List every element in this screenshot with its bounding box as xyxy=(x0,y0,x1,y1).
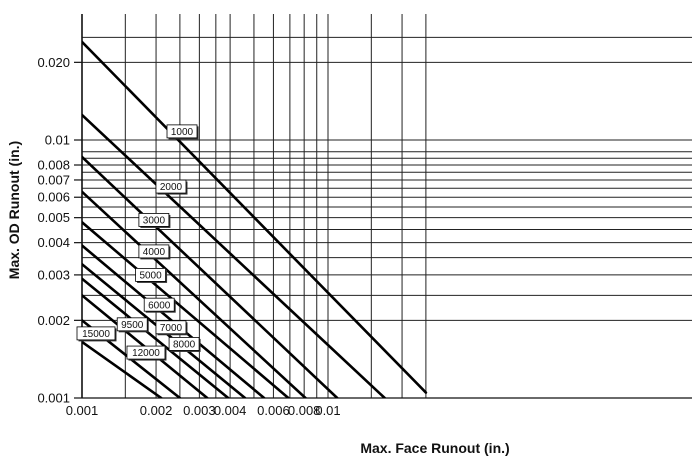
curve-label-box xyxy=(135,268,166,282)
curve-label-6000: 6000 xyxy=(143,297,176,313)
y-tick-label-9: 0.001 xyxy=(37,391,70,406)
curve-label-7000: 7000 xyxy=(155,320,188,336)
series-line-2000 xyxy=(82,113,386,398)
curve-label-box xyxy=(116,317,148,332)
curve-labels: 1000 2000 3000 4000 5000 6000 7000 8000 9500 1200… xyxy=(76,124,201,361)
curve-label-5000: 5000 xyxy=(135,268,168,283)
curve-label-9500: 9500 xyxy=(116,317,149,333)
x-tick-label-2: 0.003 xyxy=(183,403,216,418)
y-axis-label: Max. OD Runout (in.) xyxy=(6,141,22,279)
curve-label-text: 1000 xyxy=(171,127,194,138)
series-line-1000 xyxy=(82,40,428,394)
grid xyxy=(82,14,692,398)
x-axis-label: Max. Face Runout (in.) xyxy=(360,440,509,456)
curve-label-text: 4000 xyxy=(143,247,166,258)
y-tick-label-3: 0.007 xyxy=(37,172,70,187)
curve-label-12000: 12000 xyxy=(126,345,167,361)
curve-label-box xyxy=(166,124,198,139)
curve-label-text: 5000 xyxy=(139,271,162,282)
y-tick-label-8: 0.002 xyxy=(37,313,70,328)
y-tick-label-4: 0.006 xyxy=(37,190,70,205)
curve-label-box xyxy=(155,179,187,194)
curve-label-1000: 1000 xyxy=(166,124,199,140)
curve-label-box xyxy=(168,337,200,351)
x-tick-label-6: 0.01 xyxy=(315,403,340,418)
curve-label-4000: 4000 xyxy=(138,244,171,260)
curve-label-2000: 2000 xyxy=(155,179,188,195)
curve-label-text: 9500 xyxy=(121,320,144,331)
curve-label-text: 12000 xyxy=(132,348,160,359)
x-tick-label-3: 0.004 xyxy=(214,403,247,418)
x-tick-label-5: 0.008 xyxy=(288,403,321,418)
x-tick-label-0: 0.001 xyxy=(66,403,99,418)
curve-label-box xyxy=(138,244,170,259)
y-tick-label-1: 0.01 xyxy=(45,133,70,148)
curve-label-text: 2000 xyxy=(160,182,183,193)
curve-label-text: 7000 xyxy=(160,323,183,334)
curve-label-text: 6000 xyxy=(148,300,171,311)
series-line-15000 xyxy=(82,340,163,398)
x-tick-label-4: 0.006 xyxy=(257,403,290,418)
curve-label-text: 15000 xyxy=(82,329,110,340)
y-tick-label-2: 0.008 xyxy=(37,158,70,173)
curve-label-15000: 15000 xyxy=(76,326,117,342)
x-tick-label-1: 0.002 xyxy=(140,403,173,418)
y-tick-label-6: 0.004 xyxy=(37,235,70,250)
curve-label-3000: 3000 xyxy=(138,213,171,228)
y-tick-label-7: 0.003 xyxy=(37,267,70,282)
series-line-3000 xyxy=(82,155,339,398)
axes xyxy=(74,14,692,399)
curve-label-box xyxy=(155,320,187,335)
y-tick-label-0: 0.020 xyxy=(37,55,70,70)
series-line-5000 xyxy=(82,220,290,398)
y-tick-label-5: 0.005 xyxy=(37,210,70,225)
curve-label-box xyxy=(126,345,166,360)
curve-label-text: 8000 xyxy=(173,340,196,351)
curve-label-box xyxy=(138,213,170,227)
curve-label-8000: 8000 xyxy=(168,337,201,352)
curve-label-text: 3000 xyxy=(143,216,166,227)
series-line-8000 xyxy=(82,277,230,398)
curve-label-box xyxy=(76,326,116,341)
curve-label-box xyxy=(143,297,175,312)
series-line-4000 xyxy=(82,190,307,398)
